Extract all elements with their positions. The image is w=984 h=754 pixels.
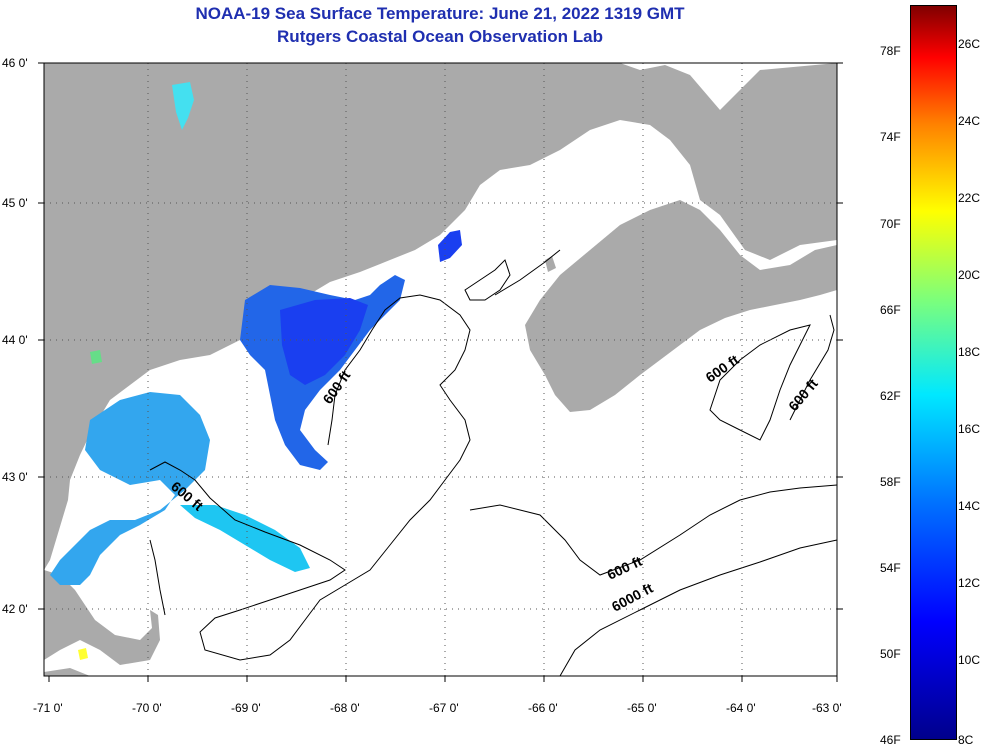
colorbar-f-label: 58F — [880, 475, 901, 489]
contour-600ft-georges — [469, 484, 838, 576]
contour-600ft-ns1 — [709, 324, 811, 441]
lon-label: -68 0' — [330, 701, 360, 715]
colorbar-c-label: 26C — [958, 37, 981, 51]
lat-label: 44 0' — [2, 333, 28, 347]
lon-label: -69 0' — [231, 701, 261, 715]
land-south-coast — [44, 668, 90, 676]
colorbar-c-label: 12C — [958, 576, 981, 590]
colorbar-f-label: 66F — [880, 303, 901, 317]
axis-ticks — [38, 62, 843, 682]
colorbar-c-label: 10C — [958, 653, 981, 667]
chart-title: NOAA-19 Sea Surface Temperature: June 21… — [195, 4, 685, 23]
sst-patches — [50, 82, 462, 660]
map-frame — [43, 62, 838, 677]
colorbar-c-label: 14C — [958, 499, 981, 513]
contour-southwest — [149, 539, 166, 616]
colorbar-f-label: 62F — [880, 389, 901, 403]
colorbar-f-label: 74F — [880, 130, 901, 144]
lon-label: -70 0' — [132, 701, 162, 715]
depth-contours — [149, 249, 838, 677]
land-nova-scotia — [525, 200, 837, 412]
colorbar-c-label: 8C — [958, 733, 974, 747]
contour-channel — [494, 249, 561, 296]
colorbar-f-label: 54F — [880, 561, 901, 575]
lon-label: -71 0' — [33, 701, 63, 715]
lat-label: 42 0' — [2, 602, 28, 616]
colorbar-c-label: 22C — [958, 191, 981, 205]
colorbar-f-label: 78F — [880, 44, 901, 58]
colorbar-c-label: 18C — [958, 345, 981, 359]
lat-label: 43 0' — [2, 470, 28, 484]
lon-label: -67 0' — [429, 701, 459, 715]
land-mainland — [44, 63, 837, 570]
colorbar-c-label: 20C — [958, 268, 981, 282]
chart-subtitle: Rutgers Coastal Ocean Observation Lab — [277, 27, 603, 46]
contour-bay-fundy — [464, 259, 511, 301]
lat-label: 45 0' — [2, 196, 28, 210]
colorbar-f-label: 46F — [880, 733, 901, 747]
lat-lon-grid — [44, 63, 837, 676]
contour-600ft-gulf — [149, 294, 471, 661]
colorbar-c-label: 24C — [958, 114, 981, 128]
lat-label: 46 0' — [2, 56, 28, 70]
colorbar-f-label: 50F — [880, 647, 901, 661]
contour-6000ft — [559, 539, 838, 677]
contour-600ft-ns2 — [789, 314, 835, 421]
lon-label: -64 0' — [726, 701, 756, 715]
colorbar-f-label: 70F — [880, 217, 901, 231]
land-cape-cod — [44, 570, 160, 665]
lon-label: -66 0' — [528, 701, 558, 715]
temperature-colorbar — [910, 5, 957, 740]
lon-label: -65 0' — [627, 701, 657, 715]
lon-label: -63 0' — [812, 701, 842, 715]
colorbar-c-label: 16C — [958, 422, 981, 436]
